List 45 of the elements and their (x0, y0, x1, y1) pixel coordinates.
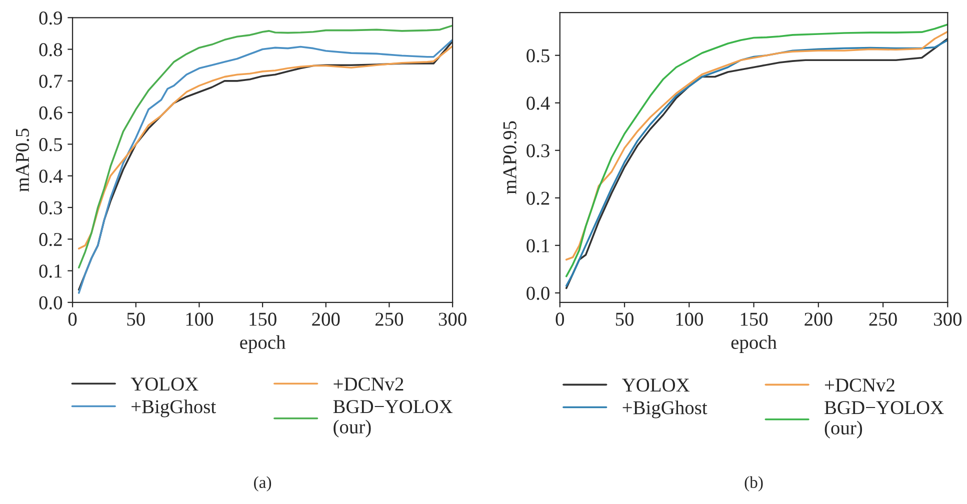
y-tick-label: 0.9 (39, 11, 62, 25)
x-tick-label: 150 (250, 312, 276, 326)
y-tick-label: 0.1 (39, 264, 62, 278)
x-tick-label: 0 (68, 312, 77, 326)
x-tick-label: 100 (186, 312, 214, 326)
legend-label: +DCNv2 (824, 378, 894, 392)
x-tick-label: 100 (676, 312, 703, 326)
y-tick-label: 0.8 (39, 43, 62, 56)
x-axis-title: epoch (731, 335, 777, 353)
text: (b) (744, 476, 763, 492)
y-tick-label: 0.0 (526, 286, 550, 300)
y-tick-label: 0.5 (526, 49, 550, 62)
legend-label: YOLOX (130, 378, 198, 391)
x-tick-label: 0 (556, 312, 564, 326)
y-tick-label: 0.7 (39, 74, 62, 88)
x-tick-label: 300 (438, 312, 466, 326)
legend-label: +BigGhost (622, 400, 708, 418)
y-tick-label: 0.2 (39, 232, 62, 246)
x-axis-title: epoch (240, 335, 286, 353)
legend-label: +BigGhost (132, 400, 216, 418)
y-tick-label: 0.4 (526, 96, 550, 110)
x-tick-label: 250 (375, 312, 404, 326)
y-tick-label: 0.3 (526, 144, 550, 158)
legend-label: BGD−YOLOX (our) (333, 400, 452, 438)
text: (a) (254, 476, 272, 492)
x-tick-label: 300 (934, 312, 962, 326)
legend-label: +DCNv2 (334, 378, 404, 391)
x-tick-label: 250 (869, 312, 897, 326)
legend-label: BGD−YOLOX (our) (824, 401, 944, 438)
y-tick-label: 0.6 (39, 106, 62, 120)
x-tick-label: 50 (127, 312, 145, 326)
legend-label: YOLOX (622, 378, 690, 392)
x-tick-label: 50 (616, 312, 634, 326)
y-axis-title: mAP0.95 (503, 121, 516, 194)
y-axis-title: mAP0.5 (16, 128, 30, 192)
y-tick-label: 0.3 (39, 201, 62, 215)
line-series (78, 45, 453, 250)
y-tick-label: 0.0 (39, 296, 62, 310)
x-tick-label: 150 (740, 312, 768, 326)
y-tick-label: 0.1 (526, 239, 550, 252)
x-tick-label: 200 (312, 312, 340, 326)
y-tick-label: 0.5 (39, 138, 62, 152)
x-tick-label: 200 (804, 312, 832, 326)
y-tick-label: 0.2 (526, 192, 550, 205)
y-tick-label: 0.4 (39, 170, 62, 183)
